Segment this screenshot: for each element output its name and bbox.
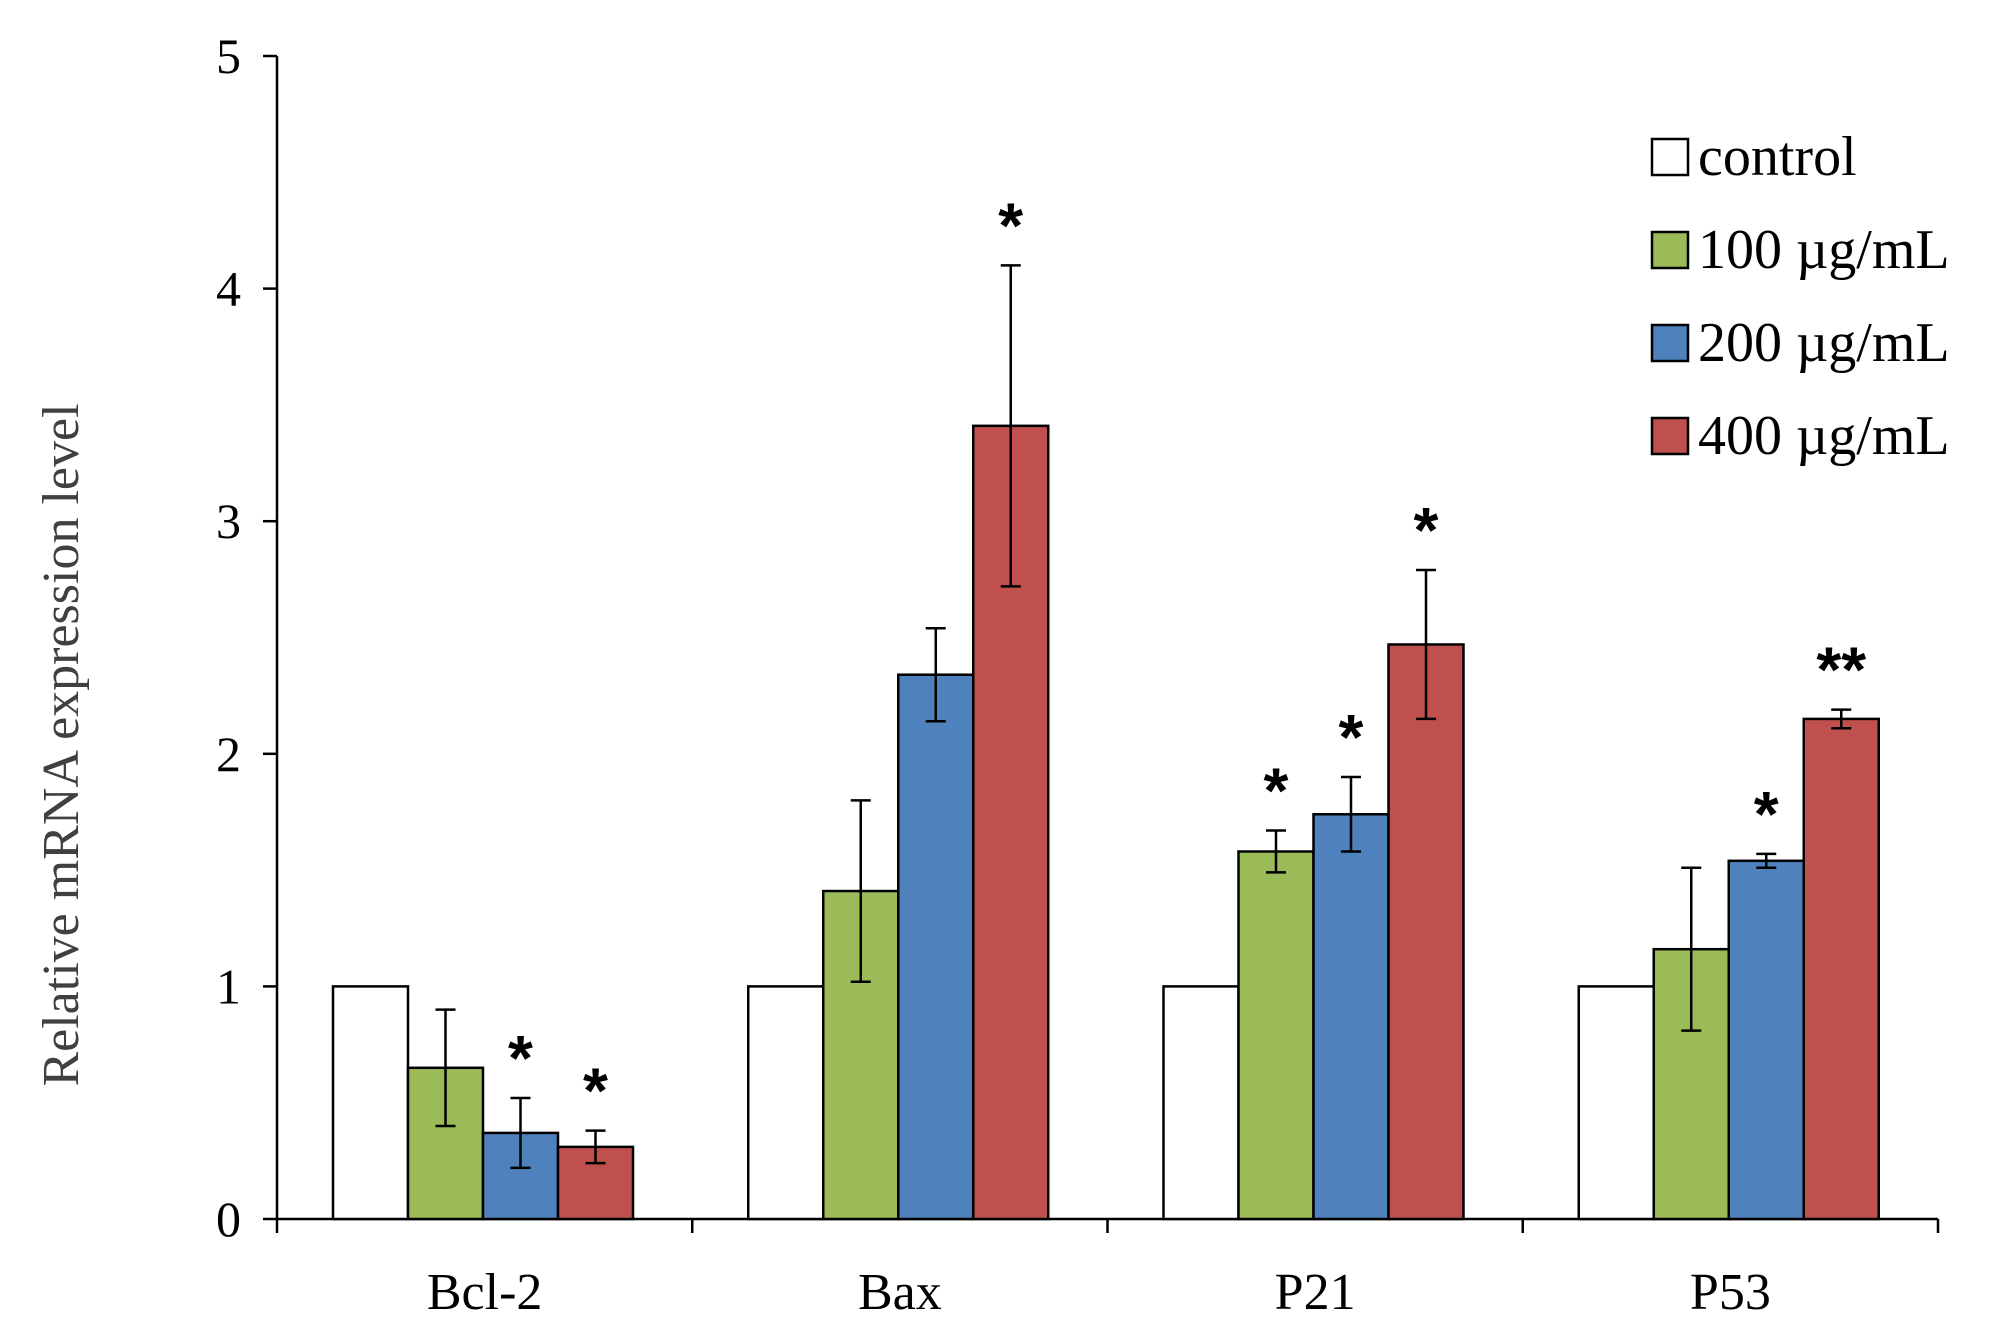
bars	[331, 424, 1880, 1221]
y-tick-label: 4	[216, 261, 241, 317]
bar	[1387, 643, 1465, 1221]
y-tick-label: 0	[216, 1191, 241, 1247]
legend-swatch	[1650, 137, 1690, 177]
axes: 0 1 2 3 4 5 Bcl-2 Bax P21 P53	[216, 28, 1940, 1321]
y-tick-label: 1	[216, 958, 241, 1014]
bar	[1577, 985, 1655, 1221]
bar	[1162, 985, 1240, 1221]
significance-label: *	[508, 1022, 533, 1094]
bar	[897, 673, 975, 1221]
x-tick-label: Bax	[858, 1264, 942, 1321]
legend-label: 400 µg/mL	[1698, 405, 1950, 467]
significance-label: *	[998, 189, 1023, 261]
x-tick-label: P53	[1690, 1264, 1771, 1321]
bar	[331, 985, 410, 1221]
significance-label: *	[1264, 755, 1289, 827]
legend: control 100 µg/mL 200 µg/mL 400 µg/mL	[1650, 126, 1950, 467]
bar	[1802, 717, 1880, 1221]
y-tick-label: 3	[216, 493, 241, 549]
y-tick-label: 2	[216, 726, 241, 782]
legend-label: control	[1698, 126, 1857, 188]
bar	[747, 985, 825, 1221]
x-tick-label: P21	[1275, 1264, 1356, 1321]
significance-label: *	[583, 1055, 608, 1127]
bar	[1237, 850, 1315, 1221]
y-tick-label: 5	[216, 28, 241, 84]
significance-label: *	[1339, 701, 1364, 773]
legend-swatch	[1650, 230, 1690, 270]
bar	[1312, 813, 1390, 1221]
legend-swatch	[1650, 323, 1690, 363]
x-tick-label: Bcl-2	[427, 1264, 543, 1321]
legend-label: 100 µg/mL	[1698, 219, 1950, 281]
significance-label: *	[1414, 494, 1439, 566]
y-axis-title: Relative mRNA expression level	[33, 403, 90, 1086]
legend-label: 200 µg/mL	[1698, 312, 1950, 374]
error-bars	[435, 264, 1852, 1170]
bar	[1727, 859, 1805, 1221]
legend-swatch	[1650, 416, 1690, 456]
significance-label: **	[1816, 634, 1866, 706]
significance-markers: * ********	[508, 189, 1866, 1126]
significance-label: *	[1754, 778, 1779, 850]
